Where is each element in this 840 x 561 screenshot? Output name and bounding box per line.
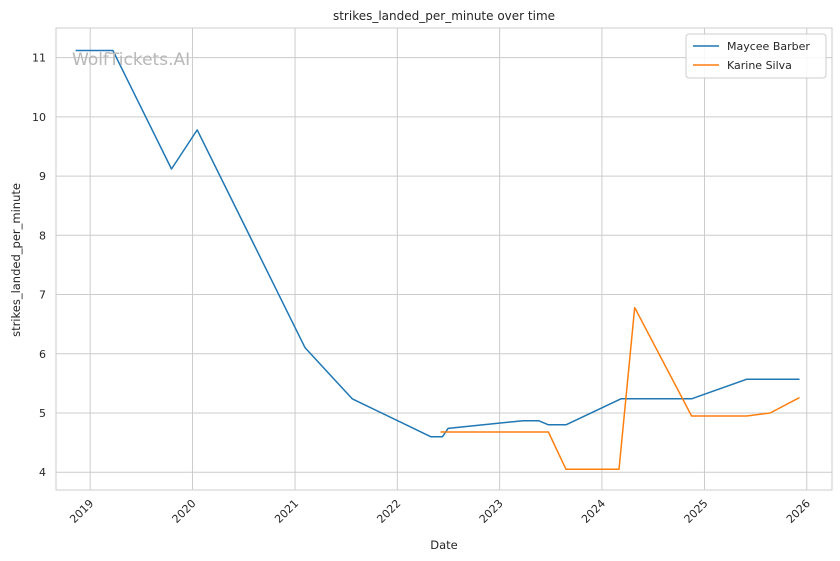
chart-title: strikes_landed_per_minute over time — [333, 9, 555, 23]
legend-box — [685, 33, 827, 79]
y-axis-label: strikes_landed_per_minute — [9, 183, 23, 337]
y-tick-label: 4 — [39, 466, 46, 479]
legend: Maycee Barber Karine Silva — [685, 33, 827, 79]
y-tick-label: 7 — [39, 289, 46, 302]
series-layer — [75, 49, 800, 471]
y-tick-label: 11 — [32, 52, 46, 65]
y-tick-label: 9 — [39, 170, 46, 183]
legend-label-maycee-barber: Maycee Barber — [727, 40, 810, 53]
series-line-maycee-barber — [75, 49, 800, 438]
y-tick-label: 6 — [39, 348, 46, 361]
x-axis-label: Date — [430, 538, 458, 552]
watermark: WolfTickets.AI — [72, 50, 190, 70]
y-tick-label: 5 — [39, 407, 46, 420]
series-line-karine-silva — [440, 306, 800, 471]
plot-frame — [55, 27, 833, 491]
legend-label-karine-silva: Karine Silva — [727, 59, 792, 72]
grid — [56, 28, 832, 490]
y-tick-label: 8 — [39, 229, 46, 242]
y-tick-label: 10 — [32, 111, 46, 124]
